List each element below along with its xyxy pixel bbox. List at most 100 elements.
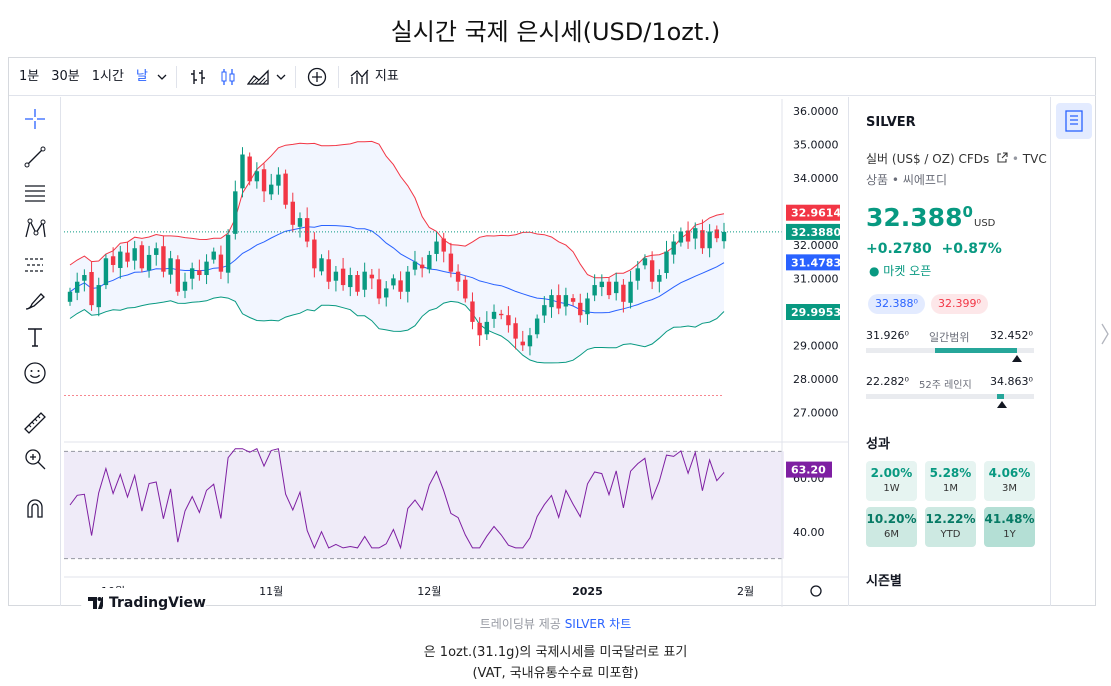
chevron-down-icon[interactable] — [154, 58, 170, 96]
crosshair-icon[interactable] — [21, 105, 49, 133]
candle-body — [448, 253, 454, 272]
chart-area[interactable]: 36.000035.000034.000033.000032.000031.00… — [64, 99, 912, 618]
chevron-down-icon[interactable] — [273, 58, 289, 96]
toolbar-divider — [175, 65, 177, 88]
page-title: 실시간 국제 은시세(USD/1ozt.) — [390, 18, 721, 46]
emoji-icon[interactable] — [21, 359, 49, 387]
candle-body — [218, 254, 224, 272]
candle-body — [570, 298, 576, 302]
interval-30m[interactable]: 30분 — [51, 68, 80, 84]
symbol-info-panel: SILVER 실버 (US$ / OZ) CFDs • TVC 상품 • 씨에프… — [848, 97, 1049, 606]
candle-body — [189, 268, 195, 279]
candle-body — [585, 298, 590, 315]
candle-body — [621, 284, 626, 302]
candle-body — [182, 281, 188, 291]
perf-ytd[interactable]: 12.22% YTD — [925, 507, 976, 547]
price-chart[interactable]: 36.000035.000034.000033.000032.000031.00… — [64, 99, 912, 607]
week52-range-marker — [997, 401, 1008, 408]
candle-body — [549, 295, 554, 308]
symbol-description: 실버 (US$ / OZ) CFDs • TVC — [866, 152, 1047, 166]
rsi-value-tag — [786, 461, 832, 478]
candle-body — [211, 251, 216, 260]
perf-1m[interactable]: 5.28% 1M — [925, 461, 976, 501]
tradingview-logo[interactable]: TradingView — [81, 588, 206, 618]
perf-1y[interactable]: 41.48% 1Y — [984, 507, 1035, 547]
pattern-icon[interactable] — [21, 215, 49, 243]
day-range-low: 31.926⁰ — [866, 329, 909, 342]
symbol-name[interactable]: SILVER — [866, 115, 916, 130]
candlestick-icon[interactable] — [213, 58, 243, 96]
interval-1m[interactable]: 1분 — [19, 68, 40, 84]
candle-body — [355, 275, 360, 292]
candle-body — [484, 321, 490, 335]
market-status: ● 마켓 오픈 — [869, 264, 932, 278]
price-axis-tick: 27.0000 — [793, 406, 839, 419]
exchange-name: TVC — [1022, 152, 1047, 166]
bollinger-upper-line — [69, 140, 725, 279]
candle-body — [542, 305, 547, 316]
candle-body — [304, 218, 310, 242]
forecast-icon[interactable] — [21, 251, 49, 279]
candle-body — [491, 311, 497, 319]
bar-chart-icon[interactable] — [183, 58, 213, 96]
compare-add-icon[interactable] — [302, 58, 332, 96]
candle-body — [376, 279, 382, 299]
watchlist-details-button[interactable] — [1056, 103, 1092, 139]
bid-price: 32.388⁰ — [868, 294, 925, 314]
indicators-icon[interactable] — [345, 58, 375, 96]
right-widget-bar — [1050, 97, 1096, 606]
candle-body — [513, 323, 518, 339]
perf-1w[interactable]: 2.00% 1W — [866, 461, 917, 501]
candle-body — [247, 156, 252, 182]
area-chart-icon[interactable] — [243, 58, 273, 96]
settings-gear-icon[interactable] — [810, 585, 822, 597]
candle-body — [333, 271, 339, 281]
candle-body — [362, 271, 367, 290]
candle-body — [714, 229, 720, 239]
candle-body — [556, 295, 561, 309]
seasonals-title: 시즌별 — [866, 574, 902, 589]
trend-line-icon[interactable] — [21, 143, 49, 171]
external-link-icon[interactable] — [996, 152, 1008, 164]
interval-1h[interactable]: 1시간 — [91, 68, 124, 84]
perf-3m[interactable]: 4.06% 3M — [984, 461, 1035, 501]
text-icon[interactable] — [21, 323, 49, 351]
indicators-button[interactable]: 지표 — [374, 68, 399, 84]
candle-body — [578, 302, 583, 316]
candle-body — [312, 239, 317, 269]
interval-day[interactable]: 날 — [135, 68, 148, 84]
candle-body — [685, 230, 691, 242]
candle-body — [398, 280, 403, 292]
day-range-bar — [866, 348, 1034, 353]
time-axis-label: 11월 — [259, 585, 283, 598]
bollinger-fill — [70, 141, 724, 363]
perf-6m[interactable]: 10.20% 6M — [866, 507, 917, 547]
chart-credit-link[interactable]: SILVER 차트 — [564, 617, 632, 631]
candle-body — [154, 248, 159, 255]
magnet-icon[interactable] — [21, 495, 49, 523]
candle-body — [118, 251, 123, 268]
time-axis-label: 2025 — [572, 585, 603, 598]
collapse-panel-chevron-right-icon[interactable] — [1100, 322, 1110, 350]
details-icon — [1065, 110, 1083, 132]
zoom-in-icon[interactable] — [21, 445, 49, 473]
price-change: +0.2780 +0.87% — [866, 241, 1002, 257]
candle-body — [261, 169, 267, 192]
toolbar-divider — [294, 65, 296, 88]
price-label-text: 31.4783 — [791, 256, 841, 269]
candle-body — [204, 261, 209, 276]
candle-body — [110, 256, 116, 265]
candle-body — [254, 171, 260, 182]
brush-icon[interactable] — [21, 287, 49, 315]
candle-body — [657, 275, 662, 282]
candle-body — [649, 260, 655, 282]
candle-body — [233, 191, 238, 234]
ruler-icon[interactable] — [21, 409, 49, 437]
price-label-text: 32.3880 — [791, 226, 841, 239]
day-range-label: 일간범위 — [929, 331, 970, 344]
candle-body — [225, 234, 231, 273]
fib-lines-icon[interactable] — [21, 179, 49, 207]
week52-range-high: 34.863⁰ — [990, 375, 1033, 388]
price-label-tag — [786, 204, 840, 221]
price-label-tag — [786, 254, 840, 271]
